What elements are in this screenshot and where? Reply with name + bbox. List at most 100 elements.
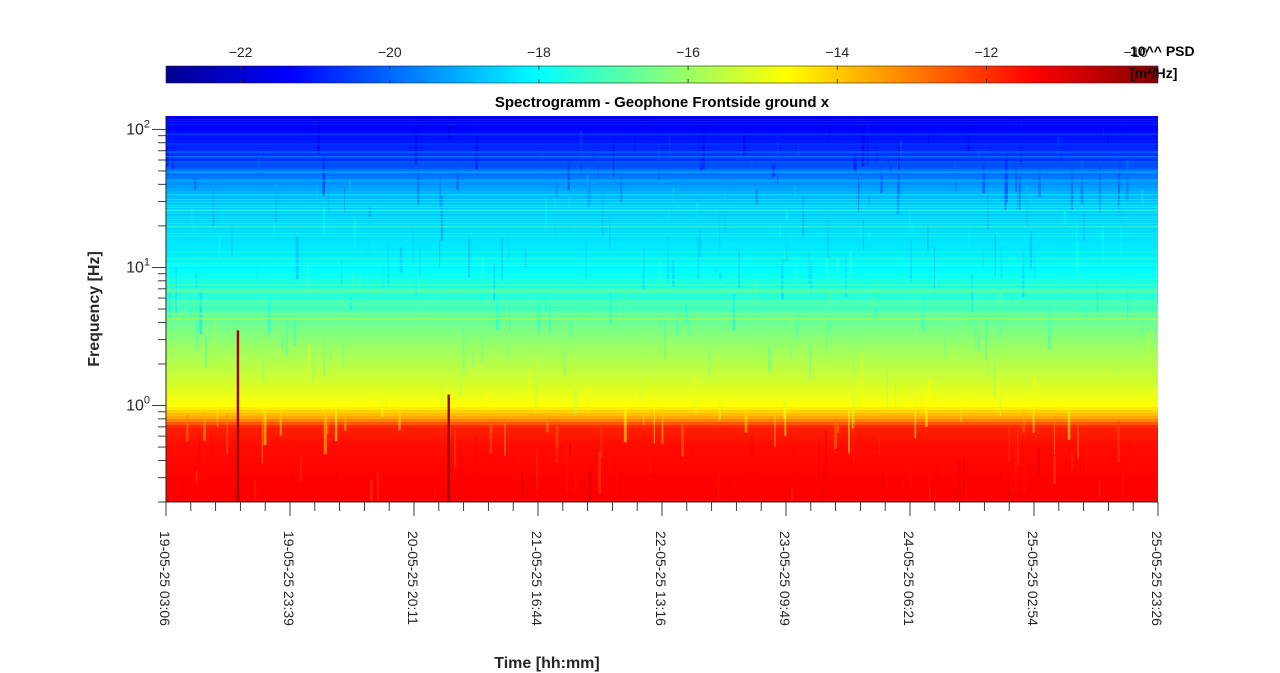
heatmap-streak <box>1084 305 1087 319</box>
heatmap-band <box>166 359 1158 363</box>
heatmap-streak <box>1008 487 1011 502</box>
heatmap-streak <box>610 289 612 324</box>
heatmap-spectral-line <box>166 180 1158 182</box>
heatmap-streak <box>290 442 293 453</box>
heatmap-streak <box>541 150 543 170</box>
heatmap-spectral-line <box>166 264 1158 266</box>
heatmap-streak <box>306 265 309 306</box>
heatmap-spectral-line <box>166 133 1158 135</box>
heatmap-streak <box>507 232 511 258</box>
heatmap-streak <box>860 434 862 448</box>
heatmap-streak <box>783 248 786 259</box>
heatmap-streak <box>836 424 840 433</box>
heatmap-streak <box>1079 501 1081 502</box>
heatmap-streak <box>546 420 549 433</box>
heatmap-streak <box>597 150 600 178</box>
heatmap-streak <box>523 294 525 304</box>
heatmap-streak <box>1098 479 1101 497</box>
heatmap-streak <box>552 497 555 502</box>
heatmap-band <box>166 254 1158 258</box>
heatmap-streak <box>553 194 557 235</box>
heatmap-streak <box>472 351 474 368</box>
heatmap-streak <box>189 279 192 320</box>
heatmap-streak <box>987 354 991 371</box>
heatmap-streak <box>718 399 721 421</box>
heatmap-band <box>166 368 1158 372</box>
heatmap-streak <box>579 130 583 172</box>
heatmap-streak <box>1017 428 1019 466</box>
x-axis: 19-05-25 03:06 19-05-25 23:39 20-05-25 20:… <box>157 501 1165 626</box>
heatmap-streak <box>1076 241 1079 279</box>
heatmap-band <box>166 473 1158 477</box>
heatmap-band <box>166 446 1158 450</box>
heatmap-streak <box>210 431 213 462</box>
heatmap-streak <box>574 471 577 492</box>
heatmap-streak <box>460 368 462 398</box>
heatmap-band <box>166 326 1158 330</box>
heatmap-band <box>166 341 1158 345</box>
heatmap-streak <box>963 458 965 492</box>
heatmap-streak <box>198 435 201 474</box>
heatmap-band <box>166 164 1158 168</box>
heatmap-streak <box>994 233 996 276</box>
heatmap-band <box>166 389 1158 393</box>
heatmap-streak <box>623 400 627 443</box>
heatmap-streak <box>955 182 957 192</box>
heatmap-band <box>166 197 1158 201</box>
heatmap-streak <box>544 288 547 311</box>
heatmap-streak <box>648 459 651 475</box>
heatmap-spectral-line <box>166 209 1158 211</box>
heatmap-band <box>166 230 1158 234</box>
heatmap-streak <box>676 264 678 301</box>
heatmap-band <box>166 380 1158 384</box>
heatmap-streak <box>978 334 981 351</box>
heatmap-streak <box>755 188 759 205</box>
heatmap-streak <box>387 242 389 287</box>
heatmap-streak <box>1102 127 1105 137</box>
x-tick-label: 24-05-25 06:21 <box>901 531 917 626</box>
heatmap-streak <box>1117 421 1121 463</box>
heatmap-streak <box>968 501 971 502</box>
heatmap-streak <box>454 117 456 128</box>
heatmap-band <box>166 140 1158 144</box>
heatmap-streak <box>1023 464 1027 494</box>
y-axis: 100 101 102 <box>126 116 167 503</box>
heatmap-band <box>166 152 1158 156</box>
colorbar-tick-label: −10 <box>1124 44 1148 60</box>
heatmap-streak <box>280 337 284 349</box>
heatmap-streak <box>1157 118 1158 135</box>
colorbar-tick-label: −22 <box>229 44 253 60</box>
heatmap-band <box>166 185 1158 189</box>
colorbar-label-line2: [m²/Hz] <box>1130 65 1177 81</box>
heatmap-streak <box>672 187 675 204</box>
heatmap-band <box>166 497 1158 501</box>
heatmap-streak <box>833 418 837 449</box>
heatmap-band <box>166 356 1158 360</box>
heatmap-streak <box>719 272 723 282</box>
heatmap-streak <box>643 414 645 425</box>
heatmap-band <box>166 401 1158 405</box>
heatmap-streak <box>1029 231 1033 269</box>
heatmap-streak <box>261 337 265 384</box>
heatmap-streak <box>910 239 912 282</box>
heatmap-streak <box>732 294 736 331</box>
heatmap-streak <box>825 325 827 354</box>
heatmap-band <box>166 248 1158 252</box>
heatmap-streak <box>334 406 338 442</box>
heatmap-streak <box>896 169 900 215</box>
heatmap-spectral-line <box>166 291 1158 293</box>
heatmap-streak <box>1139 372 1142 388</box>
heatmap-band <box>166 149 1158 153</box>
heatmap-band <box>166 347 1158 351</box>
heatmap-streak <box>212 181 215 228</box>
heatmap-spectral-line <box>166 314 1158 316</box>
heatmap-spectral-line <box>166 226 1158 228</box>
heatmap-streak <box>927 225 929 253</box>
heatmap-band <box>166 134 1158 138</box>
heatmap-streak <box>974 304 977 349</box>
heatmap-streak <box>698 228 702 258</box>
heatmap-streak <box>694 374 697 413</box>
heatmap-spectral-line <box>166 225 1158 227</box>
heatmap-band <box>166 494 1158 498</box>
